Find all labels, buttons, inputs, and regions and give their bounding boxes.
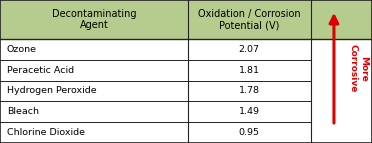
Bar — [0, 101, 188, 122]
Bar — [188, 122, 311, 143]
Bar — [188, 81, 311, 101]
Text: 1.49: 1.49 — [239, 107, 260, 116]
Bar — [311, 122, 372, 143]
Bar — [188, 60, 311, 81]
Bar — [311, 101, 372, 122]
Text: 1.78: 1.78 — [239, 87, 260, 95]
Bar — [0, 0, 188, 39]
Bar — [311, 60, 372, 81]
Text: 0.95: 0.95 — [239, 128, 260, 137]
Text: More
Corrosive: More Corrosive — [349, 44, 368, 93]
Bar — [311, 81, 372, 101]
Bar — [311, 0, 372, 39]
Bar — [311, 39, 372, 60]
Text: Bleach: Bleach — [7, 107, 39, 116]
Bar — [0, 39, 188, 60]
Text: Decontaminating
Agent: Decontaminating Agent — [52, 9, 136, 30]
Bar — [0, 60, 188, 81]
Text: Oxidation / Corrosion
Potential (V): Oxidation / Corrosion Potential (V) — [198, 9, 301, 30]
Bar — [0, 81, 188, 101]
Text: 2.07: 2.07 — [239, 45, 260, 54]
Text: Ozone: Ozone — [7, 45, 37, 54]
Text: Chlorine Dioxide: Chlorine Dioxide — [7, 128, 85, 137]
Bar — [188, 39, 311, 60]
Text: Hydrogen Peroxide: Hydrogen Peroxide — [7, 87, 96, 95]
Text: Peracetic Acid: Peracetic Acid — [7, 66, 74, 75]
Text: 1.81: 1.81 — [239, 66, 260, 75]
Bar — [188, 101, 311, 122]
Bar — [188, 0, 311, 39]
Bar — [0, 122, 188, 143]
